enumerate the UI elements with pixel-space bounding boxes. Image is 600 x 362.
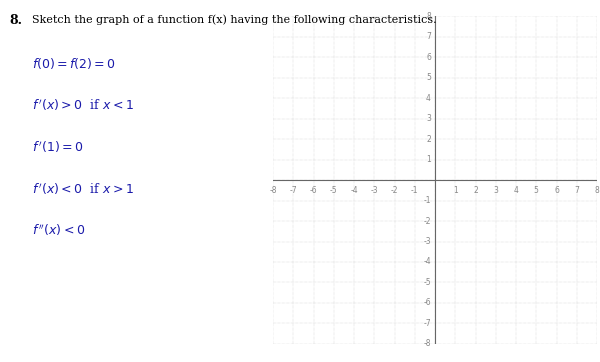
Text: -8: -8 — [269, 186, 277, 195]
Text: 7: 7 — [426, 32, 431, 41]
Text: -5: -5 — [330, 186, 338, 195]
Text: 5: 5 — [534, 186, 539, 195]
Text: -4: -4 — [350, 186, 358, 195]
Text: -7: -7 — [289, 186, 297, 195]
Text: 2: 2 — [473, 186, 478, 195]
Text: -4: -4 — [424, 257, 431, 266]
Text: -1: -1 — [424, 196, 431, 205]
Text: 4: 4 — [514, 186, 518, 195]
Text: -3: -3 — [370, 186, 378, 195]
Text: Sketch the graph of a function f(x) having the following characteristics.: Sketch the graph of a function f(x) havi… — [32, 14, 436, 25]
Text: 6: 6 — [426, 53, 431, 62]
Text: -5: -5 — [424, 278, 431, 287]
Text: 3: 3 — [493, 186, 498, 195]
Text: 8.: 8. — [9, 14, 22, 28]
Text: $f\,''(x) < 0$: $f\,''(x) < 0$ — [32, 223, 85, 238]
Text: 8: 8 — [595, 186, 599, 195]
Text: 8: 8 — [426, 12, 431, 21]
Text: $f\,'(1) = 0$: $f\,'(1) = 0$ — [32, 139, 83, 155]
Text: -2: -2 — [424, 216, 431, 226]
Text: -2: -2 — [391, 186, 398, 195]
Text: 7: 7 — [574, 186, 579, 195]
Text: 1: 1 — [426, 155, 431, 164]
Text: -8: -8 — [424, 340, 431, 348]
Text: 6: 6 — [554, 186, 559, 195]
Text: -1: -1 — [411, 186, 419, 195]
Text: 1: 1 — [453, 186, 458, 195]
Text: 5: 5 — [426, 73, 431, 82]
Text: $f\,'(x) > 0$  if $x < 1$: $f\,'(x) > 0$ if $x < 1$ — [32, 98, 134, 113]
Text: 3: 3 — [426, 114, 431, 123]
Text: 2: 2 — [426, 135, 431, 144]
Text: -6: -6 — [310, 186, 317, 195]
Text: -7: -7 — [424, 319, 431, 328]
Text: -6: -6 — [424, 298, 431, 307]
Text: 4: 4 — [426, 94, 431, 103]
Text: -3: -3 — [424, 237, 431, 246]
Text: $f(0) = f(2) = 0$: $f(0) = f(2) = 0$ — [32, 56, 116, 71]
Text: $f\,'(x) < 0$  if $x > 1$: $f\,'(x) < 0$ if $x > 1$ — [32, 181, 134, 197]
